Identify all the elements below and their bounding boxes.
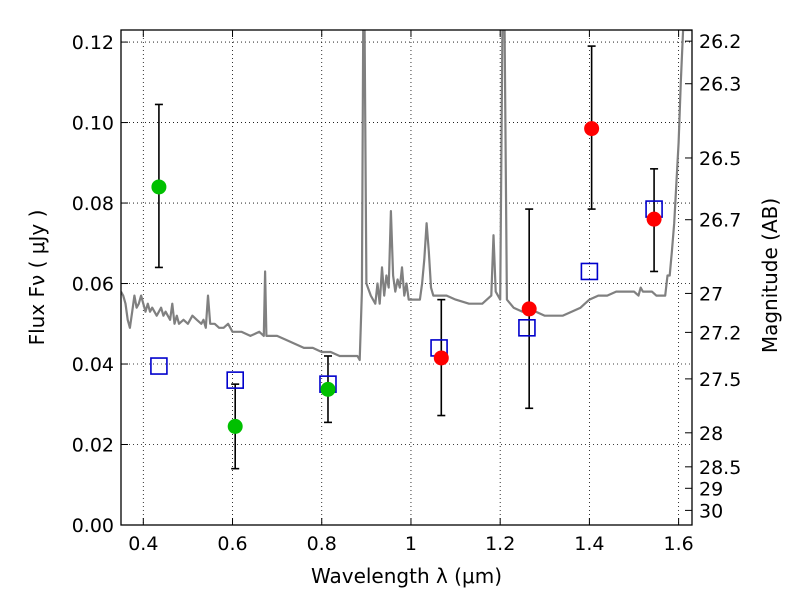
observed-flux-point — [584, 121, 600, 137]
grid-lines — [121, 30, 692, 526]
magnitude-tick-label: 27.2 — [699, 322, 741, 344]
magnitude-tick-label: 27.5 — [699, 369, 741, 391]
data-markers — [150, 121, 663, 434]
model-photometry-square — [518, 319, 536, 337]
x-tick-label: 1.4 — [574, 533, 604, 555]
magnitude-tick-label: 28 — [699, 423, 723, 445]
observed-flux-point — [646, 211, 662, 227]
magnitude-tick-label: 27 — [699, 283, 723, 305]
model-photometry-square — [150, 357, 168, 375]
y-tick-label: 0.10 — [72, 113, 114, 135]
observed-flux-point — [433, 350, 449, 366]
y-tick-label: 0.12 — [72, 32, 114, 54]
error-bars — [154, 45, 659, 470]
magnitude-tick-label: 30 — [699, 500, 723, 522]
magnitude-tick-label: 29 — [699, 478, 723, 500]
magnitude-tick-label: 26.2 — [699, 31, 741, 53]
y-axis-ticks: 0.00 0.02 0.04 0.06 0.08 0.10 0.12 — [72, 32, 128, 537]
y-axis-label: Flux Fν ( μJy ) — [25, 210, 49, 346]
y-tick-label: 0.04 — [72, 354, 114, 376]
x-tick-label: 1.2 — [485, 533, 515, 555]
x-tick-label: 0.4 — [128, 533, 158, 555]
magnitude-axis-label: Magnitude (AB) — [758, 198, 782, 353]
model-photometry-square — [226, 371, 244, 389]
y-tick-label: 0.08 — [72, 193, 114, 215]
x-tick-label: 0.8 — [307, 533, 337, 555]
magnitude-tick-label: 28.5 — [699, 457, 741, 479]
observed-flux-point — [227, 418, 243, 434]
plot-frame — [120, 29, 693, 526]
magnitude-tick-label: 26.5 — [699, 148, 741, 170]
model-photometry-square — [580, 262, 599, 281]
x-tick-label: 0.6 — [217, 533, 247, 555]
x-tick-label: 1.6 — [664, 533, 694, 555]
magnitude-tick-label: 26.3 — [699, 74, 741, 96]
x-tick-label: 1 — [405, 533, 417, 555]
y-tick-label: 0.06 — [72, 274, 114, 296]
observed-flux-point — [151, 179, 167, 195]
x-axis-label: Wavelength λ (μm) — [311, 564, 502, 588]
y-tick-label: 0.02 — [72, 435, 114, 457]
observed-flux-point — [320, 381, 336, 397]
observed-flux-point — [521, 301, 537, 317]
x-axis-ticks: 0.4 0.6 0.8 1 1.2 1.4 1.6 — [128, 30, 694, 555]
y-tick-label: 0.00 — [72, 515, 114, 537]
model-spectrum-line — [121, 30, 692, 362]
magnitude-tick-label: 26.7 — [699, 210, 741, 232]
model-spectrum — [121, 30, 692, 362]
